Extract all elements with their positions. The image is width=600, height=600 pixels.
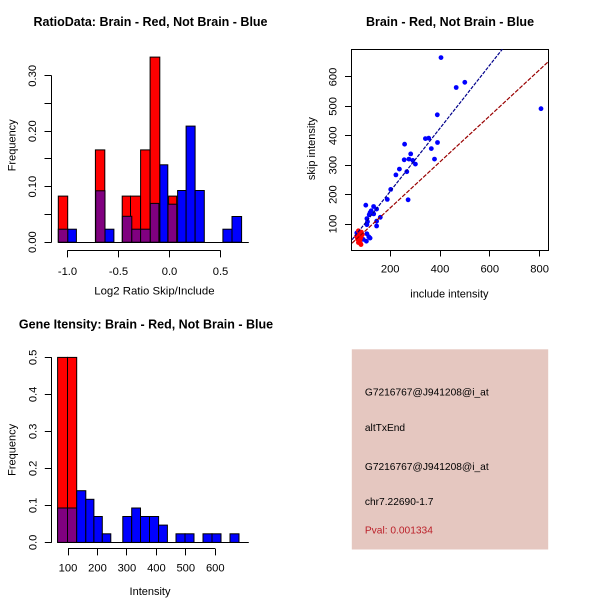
svg-text:RatioData: Brain - Red, Not Br: RatioData: Brain - Red, Not Brain - Blue bbox=[33, 15, 267, 29]
svg-text:Gene Itensity: Brain - Red, No: Gene Itensity: Brain - Red, Not Brain - … bbox=[19, 318, 273, 332]
svg-text:0.20: 0.20 bbox=[27, 120, 39, 142]
svg-text:100: 100 bbox=[328, 215, 340, 234]
svg-text:G7216767@J941208@i_at: G7216767@J941208@i_at bbox=[365, 462, 489, 473]
svg-text:0.5: 0.5 bbox=[27, 350, 39, 366]
svg-text:-1.0: -1.0 bbox=[58, 266, 77, 278]
svg-text:600: 600 bbox=[328, 68, 340, 87]
svg-text:0.0: 0.0 bbox=[162, 266, 178, 278]
svg-text:0.0: 0.0 bbox=[27, 535, 39, 551]
svg-text:G7216767@J941208@i_at: G7216767@J941208@i_at bbox=[365, 388, 489, 399]
svg-text:600: 600 bbox=[206, 563, 225, 575]
svg-text:100: 100 bbox=[59, 563, 78, 575]
svg-text:Frequency: Frequency bbox=[7, 119, 19, 171]
svg-text:500: 500 bbox=[328, 97, 340, 116]
svg-text:400: 400 bbox=[147, 563, 166, 575]
svg-text:0.3: 0.3 bbox=[27, 424, 39, 440]
svg-text:300: 300 bbox=[328, 156, 340, 175]
svg-text:400: 400 bbox=[328, 126, 340, 145]
svg-text:0.10: 0.10 bbox=[27, 176, 39, 198]
svg-text:-0.5: -0.5 bbox=[109, 266, 128, 278]
svg-text:600: 600 bbox=[480, 264, 499, 276]
svg-text:200: 200 bbox=[381, 264, 400, 276]
svg-text:300: 300 bbox=[118, 563, 137, 575]
svg-text:Pval: 0.001334: Pval: 0.001334 bbox=[365, 526, 433, 537]
svg-text:Brain - Red, Not Brain - Blue: Brain - Red, Not Brain - Blue bbox=[366, 15, 534, 29]
svg-text:altTxEnd: altTxEnd bbox=[365, 423, 406, 434]
svg-text:0.1: 0.1 bbox=[27, 498, 39, 514]
svg-text:skip intensity: skip intensity bbox=[306, 117, 318, 180]
svg-text:Frequency: Frequency bbox=[7, 423, 19, 475]
svg-text:0.00: 0.00 bbox=[27, 231, 39, 253]
svg-text:800: 800 bbox=[530, 264, 549, 276]
svg-text:200: 200 bbox=[328, 185, 340, 204]
svg-text:Intensity: Intensity bbox=[130, 586, 171, 598]
svg-text:0.2: 0.2 bbox=[27, 461, 39, 477]
svg-text:0.4: 0.4 bbox=[27, 387, 39, 403]
svg-text:400: 400 bbox=[431, 264, 450, 276]
svg-text:0.30: 0.30 bbox=[27, 65, 39, 87]
svg-text:chr7.22690-1.7: chr7.22690-1.7 bbox=[365, 497, 434, 508]
svg-text:500: 500 bbox=[176, 563, 195, 575]
svg-text:include intensity: include intensity bbox=[410, 289, 489, 301]
svg-text:Log2 Ratio Skip/Include: Log2 Ratio Skip/Include bbox=[94, 286, 214, 298]
svg-text:200: 200 bbox=[88, 563, 107, 575]
svg-text:0.5: 0.5 bbox=[213, 266, 229, 278]
